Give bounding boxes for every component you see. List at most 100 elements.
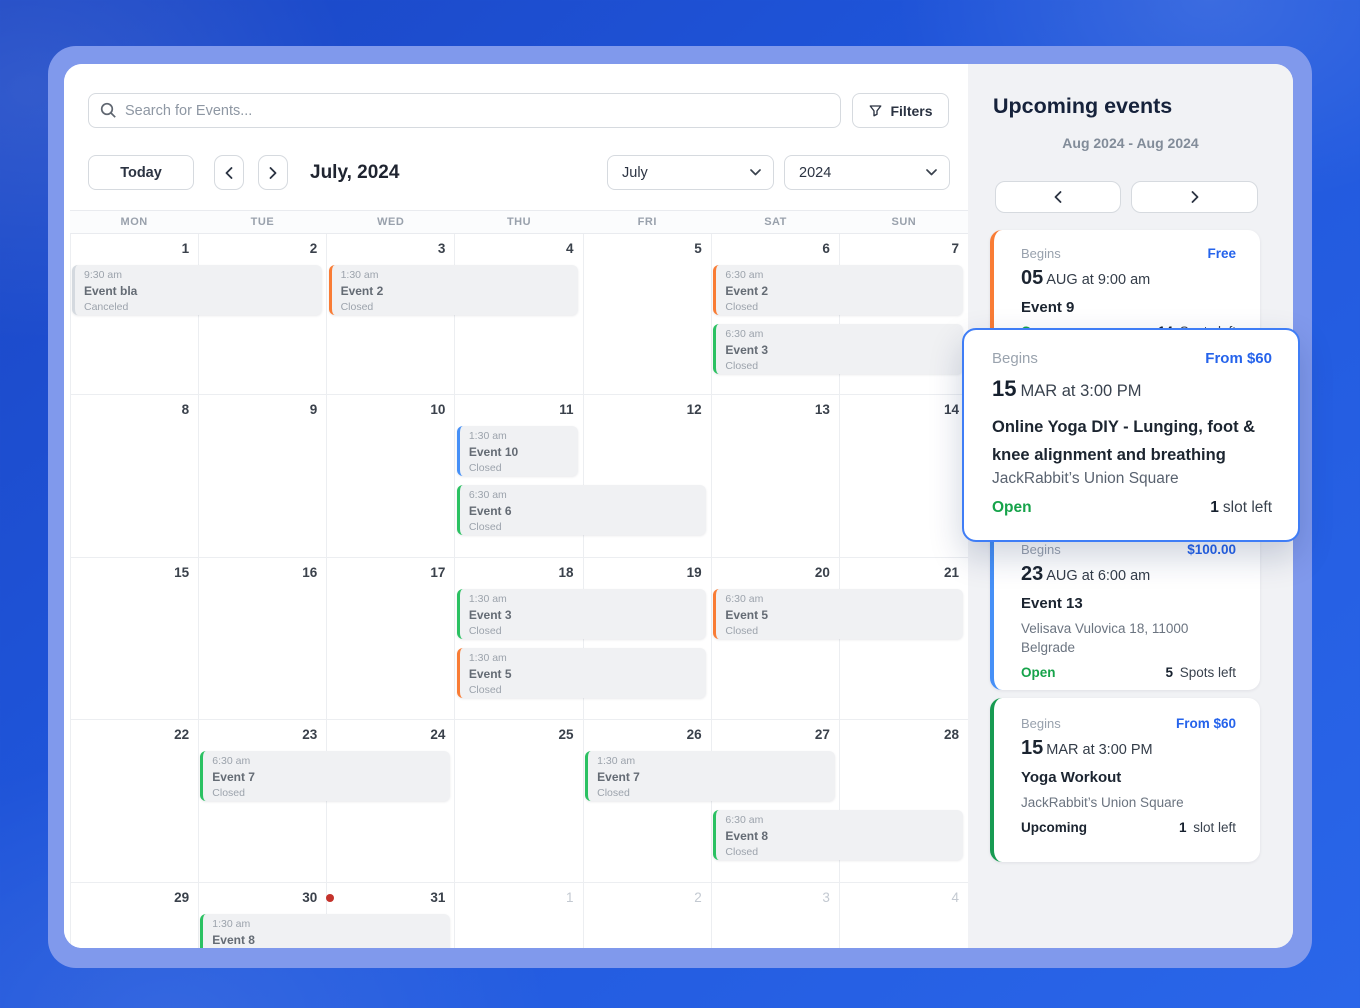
- day-cell[interactable]: 16: [199, 558, 328, 720]
- card-price: $100.00: [1187, 542, 1236, 557]
- event-title: Event 2: [725, 284, 769, 298]
- filters-label: Filters: [890, 102, 933, 119]
- event-status: Closed: [468, 462, 502, 474]
- upcoming-event-card[interactable]: Begins $100.00 23 AUG at 6:00 am Event 13 Vel…: [990, 516, 1260, 690]
- app-card: Filters Today July, 2024 July: [64, 64, 1300, 948]
- card-event-name: Yoga Workout: [1021, 769, 1122, 786]
- upcoming-event-card[interactable]: Begins From $60 15 MAR at 3:00 PM Yoga Worko…: [990, 698, 1260, 862]
- day-cell[interactable]: 10: [327, 395, 456, 558]
- filters-button[interactable]: Filters: [852, 93, 949, 128]
- event-title: Event 2: [340, 284, 384, 298]
- day-number: 23: [302, 727, 318, 742]
- day-number: 2: [309, 241, 318, 256]
- event-chip[interactable]: 1:30 am Event 3 Closed: [456, 589, 707, 639]
- year-select[interactable]: 2024: [784, 155, 950, 190]
- upcoming-next-button[interactable]: [1131, 181, 1258, 213]
- event-chip[interactable]: 1:30 am Event 2 Closed: [328, 265, 579, 315]
- day-number: 6: [822, 241, 830, 256]
- weekday-label: THU: [506, 216, 532, 228]
- event-chip[interactable]: 6:30 am Event 3 Closed: [713, 324, 963, 374]
- event-chip[interactable]: 6:30 am Event 7 Closed: [200, 751, 450, 801]
- popup-price: From $60: [1205, 350, 1272, 367]
- event-title: Event bla: [84, 284, 138, 298]
- event-popup-card[interactable]: Begins From $60 15 MAR at 3:00 PM Online …: [962, 328, 1300, 542]
- popup-event-title: Online Yoga DIY - Lunging, foot & knee a…: [992, 418, 1256, 464]
- event-title: Event 5: [725, 608, 769, 622]
- calendar-prev-button[interactable]: [214, 155, 244, 190]
- day-number: 3: [437, 241, 446, 256]
- chevron-left-icon: [225, 166, 233, 179]
- day-cell[interactable]: 24: [327, 720, 456, 883]
- day-number: 20: [814, 565, 830, 580]
- chevron-down-icon: [926, 169, 937, 176]
- day-cell[interactable]: 8: [71, 395, 200, 558]
- day-cell[interactable]: 22: [71, 720, 200, 883]
- card-begins-label: Begins: [1021, 246, 1061, 261]
- card-begins-label: Begins: [1021, 716, 1061, 731]
- calendar-next-button[interactable]: [258, 155, 288, 190]
- day-cell[interactable]: 13: [711, 395, 840, 558]
- popup-status: Open: [992, 499, 1032, 516]
- year-select-value: 2024: [799, 164, 832, 181]
- weekday-label: FRI: [637, 216, 657, 228]
- event-chip[interactable]: 6:30 am Event 2 Closed: [713, 265, 963, 315]
- day-cell[interactable]: 4: [839, 883, 968, 948]
- day-cell[interactable]: 20: [711, 558, 840, 720]
- day-cell[interactable]: 25: [455, 720, 584, 883]
- day-cell[interactable]: 21: [839, 558, 968, 720]
- event-chip[interactable]: 6:30 am Event 8 Closed: [713, 810, 963, 860]
- today-button[interactable]: Today: [88, 155, 194, 190]
- day-number: 24: [430, 727, 446, 742]
- day-cell[interactable]: 23: [199, 720, 328, 883]
- day-cell[interactable]: 1: [455, 883, 584, 948]
- event-chip[interactable]: 9:30 am Event bla Canceled: [72, 265, 322, 315]
- event-chip[interactable]: 1:30 am Event 5 Closed: [456, 648, 707, 698]
- weekday-label: WED: [377, 216, 405, 228]
- event-time: 1:30 am: [468, 430, 507, 442]
- day-cell[interactable]: 2: [583, 883, 712, 948]
- upcoming-prev-button[interactable]: [995, 181, 1121, 213]
- card-day: 05: [1021, 267, 1044, 289]
- search-input[interactable]: [88, 93, 841, 128]
- month-select[interactable]: July: [607, 155, 774, 190]
- day-number: 2: [694, 890, 702, 905]
- day-cell[interactable]: 17: [327, 558, 456, 720]
- day-number: 28: [943, 727, 959, 742]
- day-cell[interactable]: 29: [71, 883, 200, 948]
- day-number: 19: [686, 565, 702, 580]
- event-chip[interactable]: 1:30 am Event 7 Closed: [585, 751, 835, 801]
- app-frame: Filters Today July, 2024 July: [48, 46, 1312, 968]
- day-cell[interactable]: 15: [71, 558, 200, 720]
- event-chip[interactable]: 1:30 am Event 10 Closed: [456, 426, 579, 476]
- card-spots-number: 1: [1178, 820, 1187, 835]
- day-number: 1: [566, 890, 574, 905]
- event-time: 1:30 am: [468, 652, 507, 664]
- event-title: Event 10: [468, 445, 519, 459]
- search-field-wrap: [88, 93, 841, 128]
- popup-venue: JackRabbit’s Union Square: [992, 470, 1179, 487]
- event-chip[interactable]: 6:30 am Event 6 Closed: [456, 485, 707, 535]
- day-cell[interactable]: 3: [711, 883, 840, 948]
- weekday-label: SUN: [891, 216, 917, 228]
- events-layer: 9:30 am Event bla Canceled 1:30 am Event 2 Cl…: [70, 233, 968, 948]
- event-chip[interactable]: 6:30 am Event 5 Closed: [713, 589, 963, 639]
- event-time: 6:30 am: [725, 328, 764, 340]
- event-status: Closed: [468, 684, 502, 696]
- event-title: Event 7: [212, 770, 255, 784]
- day-cell[interactable]: 26: [583, 720, 712, 883]
- event-title: Event 8: [725, 829, 769, 843]
- card-datetime-text: AUG at 6:00 am: [1046, 568, 1151, 584]
- event-title: Event 5: [468, 667, 512, 681]
- day-cell[interactable]: 5: [583, 234, 712, 395]
- day-cell[interactable]: 9: [199, 395, 328, 558]
- popup-begins-label: Begins: [992, 350, 1038, 367]
- search-icon: [99, 101, 117, 119]
- day-number: 8: [181, 402, 190, 417]
- day-cell[interactable]: 14: [839, 395, 968, 558]
- event-status: Closed: [212, 787, 245, 799]
- day-number: 4: [566, 241, 574, 256]
- chevron-left-icon: [1054, 191, 1062, 203]
- day-number: 15: [174, 565, 190, 580]
